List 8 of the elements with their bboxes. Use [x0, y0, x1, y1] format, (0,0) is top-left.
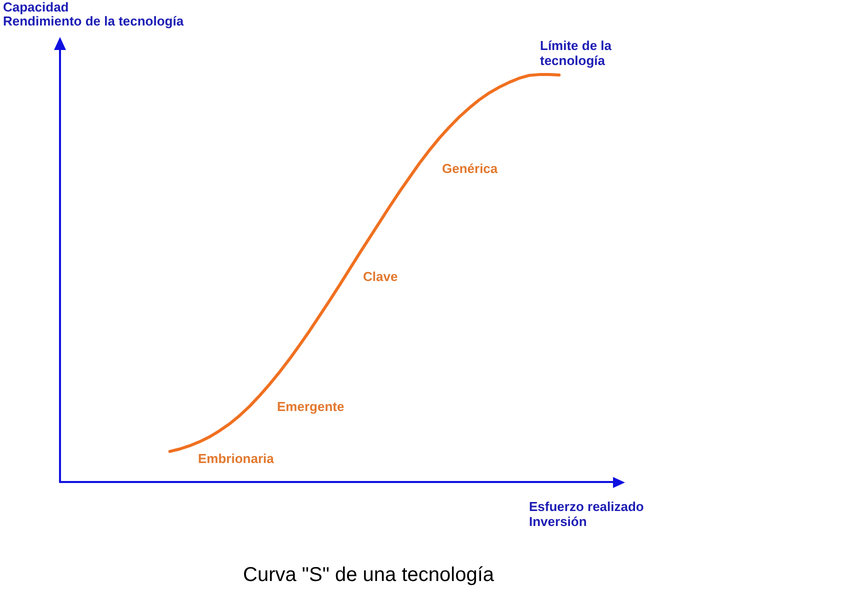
y-axis-title: Capacidad Rendimiento de la tecnología: [3, 0, 184, 28]
text: Curva "S" de una tecnología: [243, 564, 495, 586]
annotation: Genérica: [442, 161, 498, 176]
annotation: Emergente: [277, 399, 344, 414]
annotation: Embrionaria: [198, 451, 275, 466]
text: Límite de la tecnología: [540, 38, 612, 68]
x-axis-title: Esfuerzo realizado Inversión: [529, 499, 644, 529]
annotation: Clave: [363, 269, 398, 284]
